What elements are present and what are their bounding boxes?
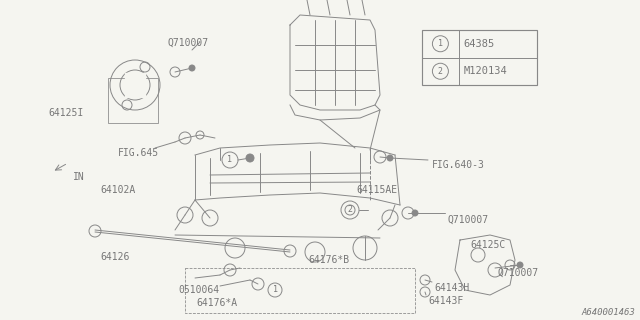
- Text: 64102A: 64102A: [100, 185, 135, 195]
- Text: Q710007: Q710007: [167, 38, 208, 48]
- Text: 64385: 64385: [463, 39, 495, 49]
- Text: 1: 1: [227, 156, 232, 164]
- Text: FIG.640-3: FIG.640-3: [432, 160, 485, 170]
- Text: 64143F: 64143F: [428, 296, 463, 306]
- Circle shape: [517, 262, 523, 268]
- Bar: [185, 268, 415, 313]
- Text: IN: IN: [73, 172, 84, 182]
- Text: 64143H: 64143H: [434, 283, 469, 293]
- Text: FIG.645: FIG.645: [118, 148, 159, 158]
- Text: Q710007: Q710007: [498, 268, 539, 278]
- Circle shape: [412, 210, 418, 216]
- Text: 64125I: 64125I: [48, 108, 83, 118]
- Text: 64176*B: 64176*B: [308, 255, 349, 265]
- Text: 1: 1: [438, 39, 443, 48]
- Text: Q710007: Q710007: [448, 215, 489, 225]
- Text: 64126: 64126: [100, 252, 129, 262]
- Text: 0510064: 0510064: [178, 285, 219, 295]
- Text: 64115AE: 64115AE: [356, 185, 397, 195]
- Circle shape: [387, 155, 393, 161]
- Bar: [422, 30, 537, 85]
- Text: 64176*A: 64176*A: [196, 298, 237, 308]
- Bar: [108, 78, 158, 123]
- Text: M120134: M120134: [463, 66, 507, 76]
- Circle shape: [189, 65, 195, 71]
- Bar: [125, 73, 145, 97]
- Text: 2: 2: [438, 67, 443, 76]
- Text: 2: 2: [348, 205, 353, 214]
- Text: A640001463: A640001463: [581, 308, 635, 317]
- Text: 1: 1: [273, 285, 278, 294]
- Circle shape: [246, 154, 254, 162]
- Text: 64125C: 64125C: [470, 240, 505, 250]
